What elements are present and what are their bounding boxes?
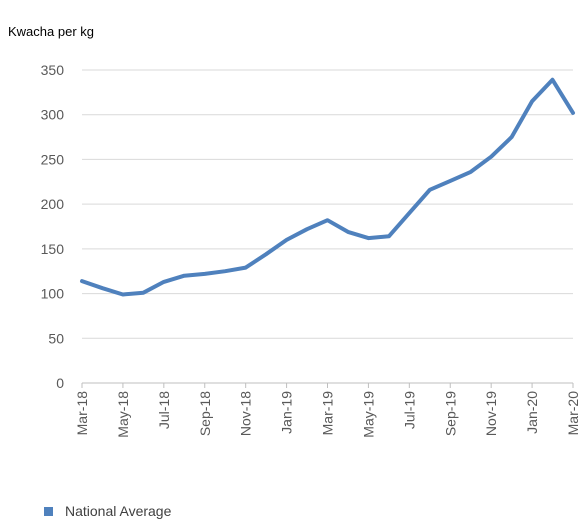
y-axis-label: Kwacha per kg	[8, 24, 94, 39]
grid-lines	[82, 69, 573, 339]
x-tick-label: Jul-18	[156, 391, 172, 429]
data-point	[182, 274, 186, 278]
data-point	[305, 227, 309, 231]
series-line	[80, 77, 575, 297]
data-point	[346, 230, 350, 234]
x-tick-labels: Mar-18 May-18 Jul-18 Sep-18 Nov-18 Jan-19 Mar-…	[74, 391, 580, 438]
data-point	[469, 170, 473, 174]
x-tick-label: Jan-19	[279, 391, 295, 434]
x-tick-label: Jul-19	[401, 391, 417, 429]
data-point	[530, 99, 534, 103]
y-tick-labels: 0 50 100 150 200 250 300 350	[41, 62, 65, 391]
data-point	[285, 238, 289, 242]
data-point	[203, 272, 207, 276]
y-tick-label: 350	[41, 62, 65, 78]
y-tick-label: 0	[56, 375, 64, 391]
series-layer	[80, 77, 575, 297]
data-point	[407, 211, 411, 215]
y-tick-label: 100	[41, 286, 65, 302]
x-tick-label: Mar-19	[320, 391, 336, 436]
data-point	[100, 286, 104, 290]
data-point	[448, 179, 452, 183]
data-point	[551, 78, 555, 82]
x-tick-label: Sep-19	[442, 391, 458, 436]
data-point	[264, 252, 268, 256]
x-axis	[81, 382, 574, 388]
x-tick-label: Sep-18	[197, 391, 213, 436]
data-point	[244, 266, 248, 270]
data-point	[80, 279, 84, 283]
x-tick-label: Mar-18	[74, 391, 90, 436]
data-point	[510, 135, 514, 139]
y-tick-label: 150	[41, 241, 65, 257]
legend-label: National Average	[65, 503, 172, 519]
x-tick-label: Nov-19	[483, 391, 499, 436]
x-tick-label: Mar-20	[565, 391, 580, 436]
x-tick-label: Nov-18	[238, 391, 254, 436]
y-tick-label: 50	[48, 330, 64, 346]
y-tick-label: 200	[41, 196, 65, 212]
data-point	[141, 291, 145, 295]
x-tick-label: May-19	[360, 391, 376, 438]
y-tick-label: 250	[41, 151, 65, 167]
y-tick-label: 300	[41, 107, 65, 123]
legend-swatch	[44, 506, 53, 516]
data-point	[162, 280, 166, 284]
x-tick-label: Jan-20	[524, 391, 540, 434]
x-tick-label: May-18	[115, 391, 131, 438]
data-point	[326, 218, 329, 222]
data-point	[428, 188, 432, 192]
data-point	[366, 236, 370, 240]
data-point	[571, 111, 575, 115]
data-point	[387, 234, 391, 238]
data-point	[489, 155, 493, 159]
data-point	[121, 292, 125, 296]
data-point	[223, 269, 227, 273]
legend: National Average	[44, 503, 171, 519]
